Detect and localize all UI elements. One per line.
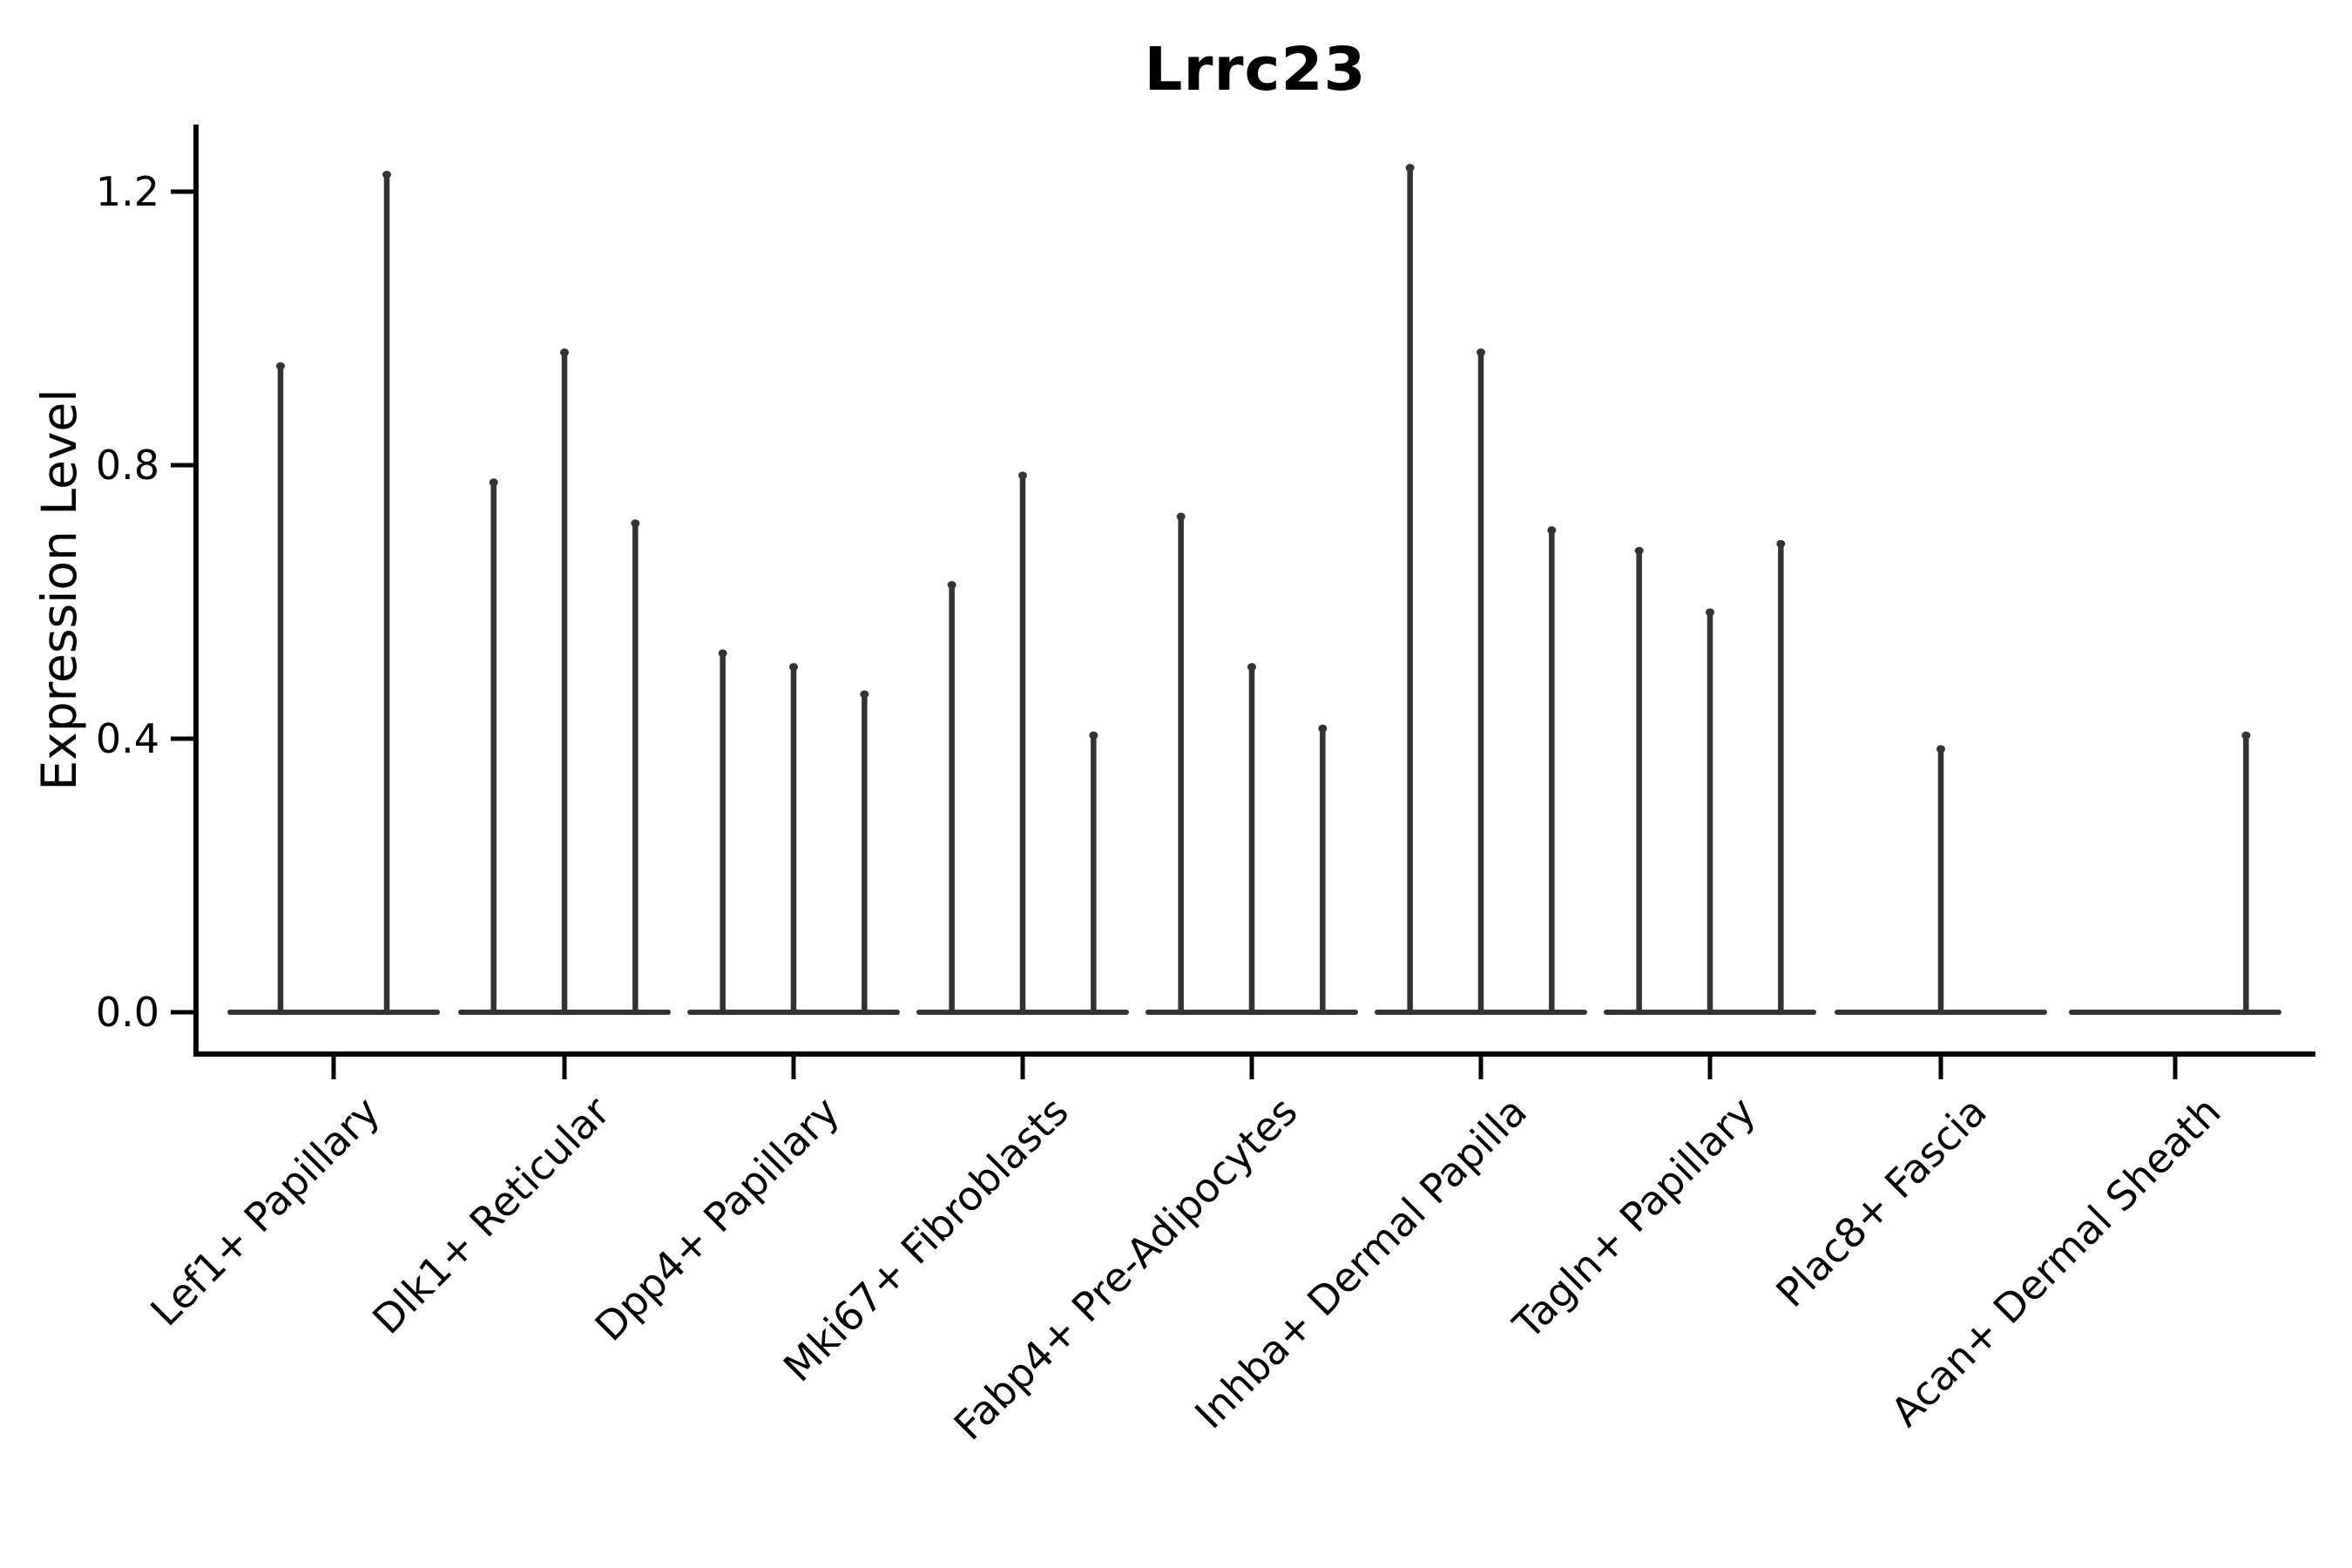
- violin-spike-tip: [1318, 724, 1328, 733]
- y-tick-label: 1.2: [95, 168, 159, 215]
- violin-spike-tip: [276, 362, 285, 370]
- y-tick-label: 0.4: [95, 715, 159, 762]
- violin-spike-tip: [1776, 539, 1786, 548]
- violin-spike-tip: [1089, 731, 1098, 740]
- violin-spike-tip: [2241, 731, 2251, 740]
- violin-spike-tip: [1176, 512, 1186, 521]
- violin-spike-tip: [631, 519, 640, 528]
- violin-spike-tip: [560, 348, 569, 357]
- violin-spike-tip: [1018, 471, 1027, 480]
- violin-spike-tip: [382, 170, 391, 179]
- violin-spike-tip: [1405, 164, 1415, 172]
- violin-spike-tip: [1634, 546, 1644, 555]
- violin-spike-tip: [489, 478, 498, 487]
- violin-spike-tip: [1247, 663, 1256, 672]
- y-tick-label: 0.0: [95, 989, 159, 1036]
- violin-spike-tip: [789, 663, 798, 672]
- violin-spike-tip: [860, 690, 869, 699]
- chart-title: Lrrc23: [1144, 35, 1367, 105]
- violin-spike-tip: [1547, 526, 1557, 535]
- violin-spike-tip: [1706, 608, 1714, 617]
- y-tick-label: 0.8: [95, 442, 159, 489]
- violin-spike-tip: [1477, 348, 1485, 357]
- violin-spike-tip: [947, 580, 956, 589]
- violin-spike-tip: [1936, 745, 1945, 754]
- violin-spike-tip: [718, 649, 727, 658]
